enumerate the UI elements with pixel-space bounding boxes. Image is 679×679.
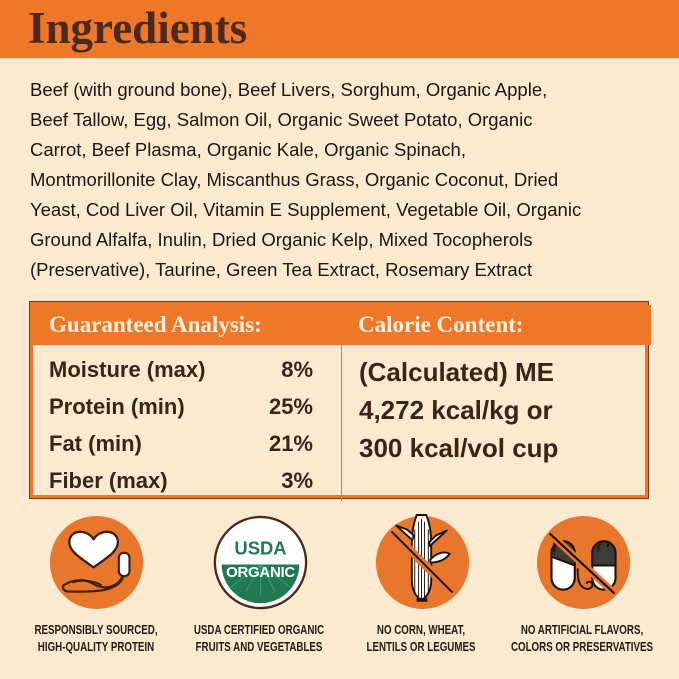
svg-text:ORGANIC: ORGANIC	[226, 564, 295, 581]
svg-text:USDA: USDA	[234, 538, 286, 559]
